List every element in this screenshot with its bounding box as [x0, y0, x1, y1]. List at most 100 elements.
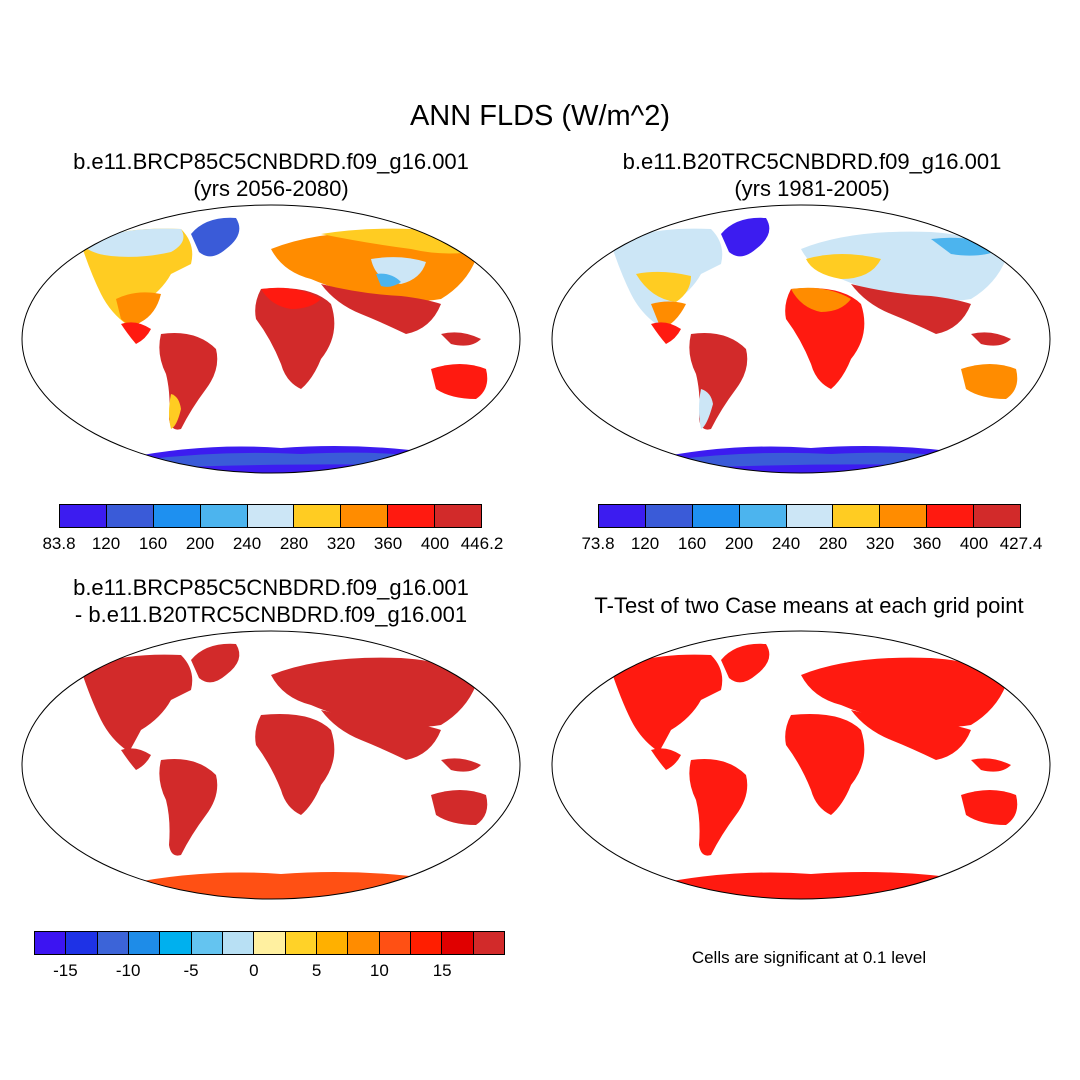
africa	[785, 714, 865, 815]
colorbar-swatch	[60, 505, 107, 527]
colorbar-swatch	[388, 505, 436, 527]
panel-title-difference: b.e11.BRCP85C5CNBDRD.f09_g16.001 - b.e11…	[21, 574, 521, 628]
eurasia	[801, 657, 1006, 728]
colorbar-tick-label: 5	[311, 961, 322, 980]
africa	[785, 288, 865, 389]
africa	[255, 288, 335, 389]
colorbar-tick-label: 120	[630, 534, 660, 553]
map-future-border	[21, 204, 521, 474]
colorbar-swatch	[254, 932, 286, 954]
panel-title-historical-line2: (yrs 1981-2005)	[734, 176, 890, 201]
colorbar-swatch	[645, 505, 693, 527]
colorbar-future	[59, 504, 482, 528]
colorbar-swatch	[153, 505, 201, 527]
maritime-continent	[441, 332, 481, 346]
greenland	[191, 217, 240, 257]
north-africa	[261, 287, 321, 309]
panel-title-historical-line1: b.e11.B20TRC5CNBDRD.f09_g16.001	[622, 149, 1002, 174]
colorbar-swatch	[160, 932, 192, 954]
map-historical-border	[551, 204, 1051, 474]
panel-title-future-line2: (yrs 2056-2080)	[193, 176, 349, 201]
colorbar-swatch	[599, 505, 646, 527]
colorbar-swatch	[379, 932, 411, 954]
panel-title-future-line1: b.e11.BRCP85C5CNBDRD.f09_g16.001	[73, 149, 469, 174]
colorbar-swatch	[191, 932, 223, 954]
north-america	[611, 654, 723, 752]
colorbar-tick-label: 200	[724, 534, 754, 553]
colorbar-tick-label: 360	[373, 534, 403, 553]
central-america	[651, 748, 681, 770]
colorbar-tick-label: 200	[185, 534, 215, 553]
colorbar-tick-label: 427.4	[999, 534, 1043, 553]
map-difference	[21, 630, 521, 900]
colorbar-swatch	[833, 505, 881, 527]
panel-title-difference-line1: b.e11.BRCP85C5CNBDRD.f09_g16.001	[73, 575, 469, 600]
colorbar-tick-label: 120	[91, 534, 121, 553]
colorbar-future-labels: 83.8 120 160 200 240 280 320 360 400 446.2	[42, 534, 503, 556]
central-america	[651, 322, 681, 344]
north-america	[81, 654, 193, 752]
colorbar-tick-label: 73.8	[581, 534, 615, 553]
colorbar-historical	[598, 504, 1021, 528]
map-future-land	[81, 217, 488, 473]
colorbar-tick-label: 280	[279, 534, 309, 553]
colorbar-swatch	[200, 505, 248, 527]
colorbar-swatch	[974, 505, 1021, 527]
colorbar-tick-label: 160	[677, 534, 707, 553]
colorbar-tick-label: 240	[232, 534, 262, 553]
map-future	[21, 204, 521, 474]
south-asia	[321, 284, 441, 334]
colorbar-tick-label: -10	[115, 961, 141, 980]
colorbar-swatch	[927, 505, 975, 527]
colorbar-swatch	[106, 505, 154, 527]
colorbar-tick-label: 320	[865, 534, 895, 553]
africa	[255, 714, 335, 815]
colorbar-swatch	[473, 932, 504, 954]
significance-note: Cells are significant at 0.1 level	[691, 948, 927, 967]
australia	[961, 790, 1018, 825]
colorbar-swatch	[786, 505, 834, 527]
colorbar-swatch	[128, 932, 161, 954]
greenland	[721, 217, 770, 257]
colorbar-tick-label: 320	[326, 534, 356, 553]
north-america-south	[651, 301, 686, 329]
map-ttest-border	[551, 630, 1051, 900]
colorbar-tick-label: 15	[432, 961, 452, 980]
colorbar-tick-label: 160	[138, 534, 168, 553]
colorbar-tick-label: 83.8	[42, 534, 76, 553]
greenland	[191, 643, 240, 683]
south-asia	[851, 284, 971, 334]
colorbar-swatch	[316, 932, 349, 954]
colorbar-tick-label: 280	[818, 534, 848, 553]
tibet-core	[376, 273, 401, 287]
panel-title-difference-line2: - b.e11.B20TRC5CNBDRD.f09_g16.001	[74, 602, 468, 627]
map-historical	[551, 204, 1051, 474]
colorbar-swatch	[435, 505, 482, 527]
colorbar-swatch	[35, 932, 67, 954]
maritime-continent	[971, 758, 1011, 772]
greenland	[721, 643, 770, 683]
colorbar-tick-label: -5	[183, 961, 199, 980]
colorbar-swatch	[880, 505, 928, 527]
panel-title-ttest: T-Test of two Case means at each grid po…	[594, 593, 1024, 618]
south-america	[159, 759, 218, 856]
map-ttest	[551, 630, 1051, 900]
colorbar-swatch	[348, 932, 380, 954]
colorbar-swatch	[247, 505, 295, 527]
colorbar-swatch	[66, 932, 98, 954]
panel-title-historical: b.e11.B20TRC5CNBDRD.f09_g16.001 (yrs 198…	[562, 148, 1062, 202]
north-america-mid	[636, 271, 691, 302]
colorbar-difference	[34, 931, 505, 955]
south-america	[689, 759, 748, 856]
maritime-continent	[971, 332, 1011, 346]
europe	[806, 254, 881, 279]
australia	[961, 364, 1018, 399]
colorbar-swatch	[294, 505, 342, 527]
north-africa	[791, 287, 851, 312]
south-america-south	[169, 394, 181, 429]
panel-title-future: b.e11.BRCP85C5CNBDRD.f09_g16.001 (yrs 20…	[21, 148, 521, 202]
colorbar-difference-labels: -15 -10 -5 0 5 10 15	[34, 961, 505, 983]
colorbar-swatch	[739, 505, 787, 527]
colorbar-tick-label: 360	[912, 534, 942, 553]
colorbar-tick-label: 0	[249, 961, 259, 980]
